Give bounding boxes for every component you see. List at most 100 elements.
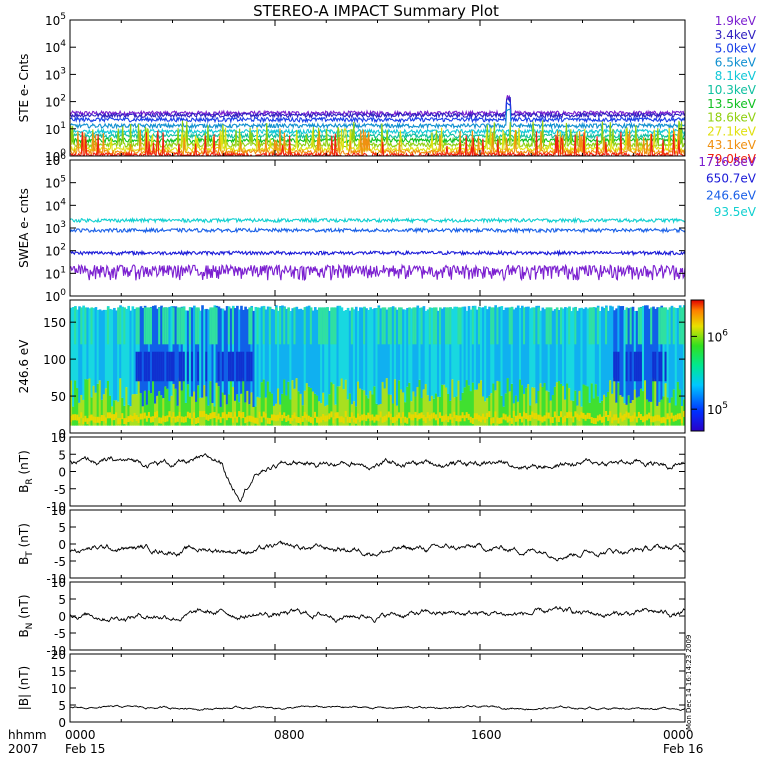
footer-label-year: 2007 [8, 742, 39, 756]
ytick-label-br-3: 5 [58, 448, 66, 462]
series-bmag [70, 704, 685, 711]
legend-swea-0: 1716.8eV [698, 155, 756, 169]
panel-bmag: 0 5 10 15 20 |B| (nT) [17, 648, 686, 730]
panel-bn: -10 -5 0 5 10 BN (nT) [17, 576, 686, 658]
panel-bn-content [70, 606, 685, 623]
series-ste-4 [70, 127, 685, 136]
ytick-label-bmag-2: 10 [51, 682, 66, 696]
series-ste-0 [70, 94, 685, 118]
panel-bmag-content [70, 704, 685, 711]
ytick-label-bmag-4: 20 [51, 648, 66, 662]
legend-ste-3: 6.5keV [715, 55, 757, 69]
panel-bt-content [70, 540, 685, 562]
ytick-label-br-2: 0 [58, 466, 66, 480]
ytick-label-ste-5: 105 [45, 12, 66, 28]
ytick-label-swea-0: 100 [45, 288, 66, 304]
series-ste-2 [70, 101, 685, 124]
panel-bt: -10 -5 0 5 10 BT (nT) [17, 504, 686, 586]
panel-pad: 0 50 100 150 246.6 eV 105 106 [17, 299, 728, 441]
time-axis-footer: hhmm 2007 0000 0800 1600 0000 Feb 15 Feb… [8, 728, 703, 756]
panel-br-content [70, 453, 685, 503]
series-bt [70, 540, 685, 562]
ytick-label-swea-6: 106 [45, 152, 66, 168]
legend-ste-7: 18.6keV [707, 111, 757, 125]
panel-swea-content [70, 216, 685, 282]
ytick-label-bn-0: -10 [46, 644, 66, 658]
series-swea-3 [70, 216, 685, 225]
ytick-label-swea-2: 102 [45, 243, 66, 259]
legend-ste-8: 27.1keV [707, 124, 757, 138]
ylabel-bn: BN (nT) [17, 594, 35, 637]
ytick-label-br-1: -5 [54, 483, 66, 497]
series-ste-1 [70, 96, 685, 120]
ytick-label-bt-0: -10 [46, 572, 66, 586]
series-swea-2 [70, 226, 685, 235]
legend-swea-2: 246.6eV [706, 188, 757, 202]
ytick-label-pad-1: 50 [51, 390, 66, 404]
footer-date-0: Feb 15 [65, 742, 105, 756]
ylabel-swea: SWEA e- cnts [17, 188, 31, 268]
colorbar-gradient [690, 299, 705, 432]
ytick-label-swea-5: 105 [45, 175, 66, 191]
series-ste-3 [70, 108, 685, 131]
ytick-label-bn-3: 5 [58, 593, 66, 607]
series-ste-5 [70, 131, 685, 141]
ylabel-bt: BT (nT) [17, 523, 35, 565]
panel-bt-frame [69, 509, 686, 579]
footer-tick-0: 0000 [65, 728, 96, 742]
ytick-label-bt-3: 5 [58, 521, 66, 535]
ytick-label-swea-3: 103 [45, 220, 66, 236]
legend-ste-1: 3.4keV [715, 28, 757, 42]
ytick-label-bmag-3: 15 [51, 665, 66, 679]
series-bn [70, 606, 685, 623]
colorbar: 105 106 [690, 299, 728, 432]
ytick-label-pad-2: 100 [43, 353, 66, 367]
ytick-label-bn-1: -5 [54, 627, 66, 641]
panel-br-frame [69, 436, 686, 507]
legend-ste-10: 79.0keV [707, 152, 757, 166]
series-swea-1 [70, 249, 685, 257]
ytick-label-bmag-0: 0 [58, 716, 66, 730]
ytick-label-swea-4: 104 [45, 197, 66, 213]
ytick-label-pad-0: 0 [58, 427, 66, 441]
colorbar-tick-label-0: 105 [707, 401, 728, 417]
ytick-label-ste-3: 103 [45, 66, 66, 82]
footer-tick-2: 1600 [471, 728, 502, 742]
ytick-label-bn-4: 10 [51, 576, 66, 590]
panel-bmag-frame [69, 653, 686, 723]
legend-ste-5: 10.3keV [707, 83, 757, 97]
series-br [70, 453, 685, 503]
legend-swea-3: 93.5eV [714, 205, 757, 219]
ytick-label-br-4: 10 [51, 431, 66, 445]
ytick-label-pad-3: 150 [43, 316, 66, 330]
ytick-label-ste-1: 101 [45, 121, 66, 137]
ytick-label-bt-2: 0 [58, 538, 66, 552]
legend-ste-2: 5.0keV [715, 42, 757, 56]
panel-br: -10 -5 0 5 10 BR (nT) [17, 431, 686, 514]
ylabel-pad: 246.6 eV [17, 339, 31, 394]
legend-ste-0: 1.9keV [715, 14, 757, 28]
footer-date-1: Feb 16 [663, 742, 703, 756]
legend-ste-9: 43.1keV [707, 138, 757, 152]
ytick-label-bn-2: 0 [58, 610, 66, 624]
ytick-label-bt-1: -5 [54, 555, 66, 569]
legend-ste-6: 13.5keV [707, 97, 757, 111]
ytick-label-swea-1: 101 [45, 265, 66, 281]
plot-title: STEREO-A IMPACT Summary Plot [253, 2, 499, 20]
ytick-label-bmag-1: 5 [58, 699, 66, 713]
footer-label-hhmm: hhmm [8, 728, 47, 742]
side-note: Mon Dec 14 16:14:23 2009 [685, 635, 693, 730]
panel-ste-content [70, 94, 685, 156]
ylabel-bmag: |B| (nT) [17, 666, 31, 710]
legend-ste-4: 8.1keV [715, 69, 757, 83]
ylabel-ste: STE e- Cnts [17, 54, 31, 123]
colorbar-tick-label-1: 106 [707, 328, 728, 344]
ytick-label-br-0: -10 [46, 500, 66, 514]
footer-tick-3: 0000 [663, 728, 694, 742]
footer-tick-1: 0800 [274, 728, 305, 742]
ytick-label-ste-2: 102 [45, 94, 66, 110]
panel-bn-frame [69, 581, 686, 651]
